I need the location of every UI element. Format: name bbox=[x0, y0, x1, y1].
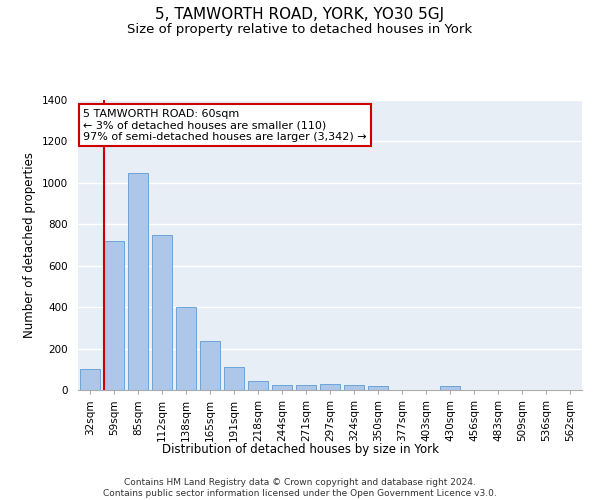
Bar bbox=[176, 307, 196, 390]
Bar bbox=[320, 384, 340, 390]
Bar bbox=[104, 241, 124, 390]
Text: Contains HM Land Registry data © Crown copyright and database right 2024.
Contai: Contains HM Land Registry data © Crown c… bbox=[103, 478, 497, 498]
Bar bbox=[128, 172, 148, 390]
Bar bbox=[344, 385, 364, 390]
Text: Size of property relative to detached houses in York: Size of property relative to detached ho… bbox=[127, 22, 473, 36]
Bar bbox=[368, 386, 388, 390]
Bar bbox=[152, 234, 172, 390]
Bar bbox=[80, 370, 100, 390]
Bar bbox=[296, 385, 316, 390]
Text: 5, TAMWORTH ROAD, YORK, YO30 5GJ: 5, TAMWORTH ROAD, YORK, YO30 5GJ bbox=[155, 8, 445, 22]
Bar bbox=[224, 367, 244, 390]
Bar bbox=[248, 380, 268, 390]
Bar bbox=[440, 386, 460, 390]
Y-axis label: Number of detached properties: Number of detached properties bbox=[23, 152, 37, 338]
Bar bbox=[272, 385, 292, 390]
Text: 5 TAMWORTH ROAD: 60sqm
← 3% of detached houses are smaller (110)
97% of semi-det: 5 TAMWORTH ROAD: 60sqm ← 3% of detached … bbox=[83, 108, 367, 142]
Text: Distribution of detached houses by size in York: Distribution of detached houses by size … bbox=[161, 442, 439, 456]
Bar bbox=[200, 342, 220, 390]
